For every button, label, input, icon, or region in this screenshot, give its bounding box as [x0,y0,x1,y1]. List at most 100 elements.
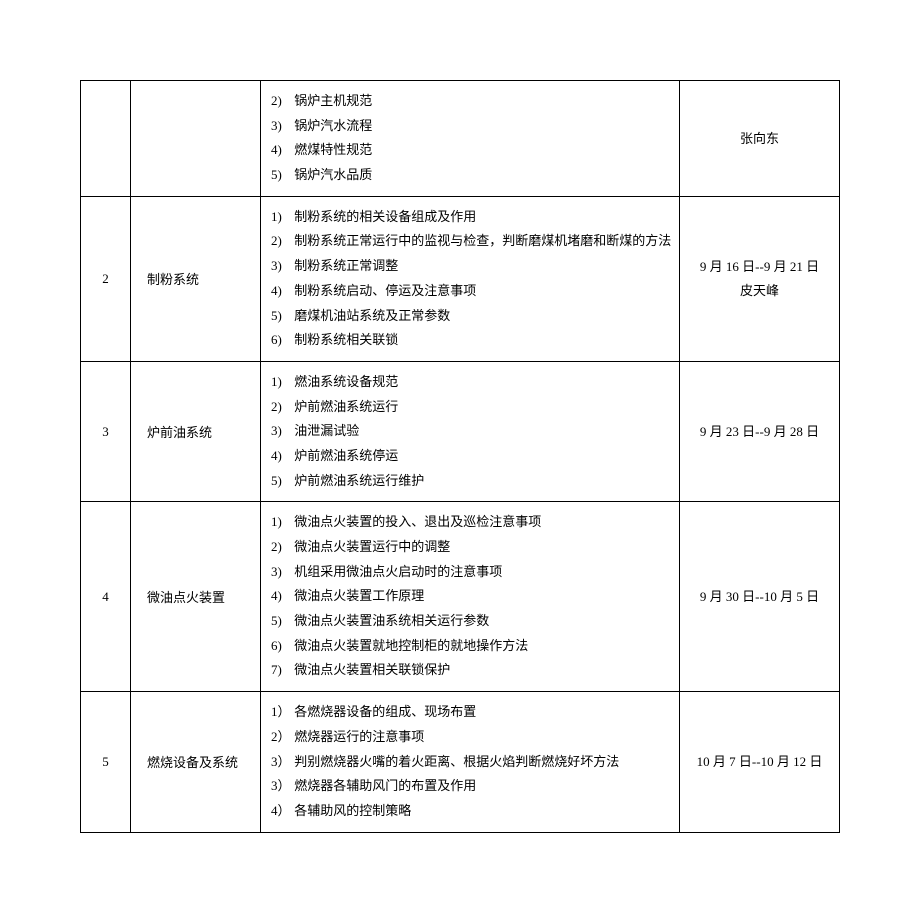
content-item: 3) 锅炉汽水流程 [271,114,671,139]
date-column: 9 月 30 日--10 月 5 日 [680,502,840,692]
content-list: 1) 制粉系统的相关设备组成及作用2) 制粉系统正常运行中的监视与检查，判断磨煤… [261,196,680,361]
item-number: 4) [271,279,291,304]
item-text: 微油点火装置运行中的调整 [291,539,450,554]
date-line: 张向东 [688,127,831,150]
content-item: 6) 制粉系统相关联锁 [271,328,671,353]
item-number: 3） [271,750,291,775]
item-text: 微油点火装置油系统相关运行参数 [291,613,489,628]
date-line: 皮天峰 [688,279,831,302]
content-item: 4) 制粉系统启动、停运及注意事项 [271,279,671,304]
item-number: 4） [271,799,291,824]
item-number: 1) [271,205,291,230]
item-text: 炉前燃油系统停运 [291,448,398,463]
table-row: 2) 锅炉主机规范3) 锅炉汽水流程4) 燃煤特性规范5) 锅炉汽水品质张向东 [81,81,840,197]
date-column: 10 月 7 日--10 月 12 日 [680,692,840,832]
item-number: 6) [271,328,291,353]
content-item: 6) 微油点火装置就地控制柜的就地操作方法 [271,634,671,659]
item-text: 各燃烧器设备的组成、现场布置 [291,704,476,719]
item-number: 2) [271,395,291,420]
item-number: 3） [271,774,291,799]
row-number [81,81,131,197]
item-text: 机组采用微油点火启动时的注意事项 [291,564,502,579]
content-list: 1） 各燃烧器设备的组成、现场布置2） 燃烧器运行的注意事项3） 判别燃烧器火嘴… [261,692,680,832]
table-row: 3炉前油系统1) 燃油系统设备规范2) 炉前燃油系统运行3) 油泄漏试验4) 炉… [81,361,840,501]
row-number: 4 [81,502,131,692]
item-number: 1） [271,700,291,725]
row-number: 3 [81,361,131,501]
table-row: 5燃烧设备及系统1） 各燃烧器设备的组成、现场布置2） 燃烧器运行的注意事项3）… [81,692,840,832]
item-number: 4) [271,444,291,469]
item-text: 制粉系统的相关设备组成及作用 [291,209,476,224]
item-number: 5) [271,304,291,329]
content-item: 5) 磨煤机油站系统及正常参数 [271,304,671,329]
content-item: 1） 各燃烧器设备的组成、现场布置 [271,700,671,725]
item-number: 5) [271,609,291,634]
module-name: 微油点火装置 [131,502,261,692]
item-text: 微油点火装置相关联锁保护 [291,662,450,677]
item-number: 5) [271,469,291,494]
content-item: 2) 炉前燃油系统运行 [271,395,671,420]
content-item: 1) 燃油系统设备规范 [271,370,671,395]
item-number: 2) [271,89,291,114]
item-number: 2） [271,725,291,750]
row-number: 2 [81,196,131,361]
date-line: 10 月 7 日--10 月 12 日 [688,750,831,773]
content-item: 3) 油泄漏试验 [271,419,671,444]
item-number: 5) [271,163,291,188]
content-item: 1) 制粉系统的相关设备组成及作用 [271,205,671,230]
row-number: 5 [81,692,131,832]
content-item: 2) 锅炉主机规范 [271,89,671,114]
item-text: 油泄漏试验 [291,423,359,438]
date-column: 张向东 [680,81,840,197]
item-number: 1) [271,370,291,395]
content-item: 5) 炉前燃油系统运行维护 [271,469,671,494]
module-name [131,81,261,197]
item-text: 燃油系统设备规范 [291,374,398,389]
content-item: 4) 燃煤特性规范 [271,138,671,163]
item-text: 锅炉汽水流程 [291,118,372,133]
item-text: 磨煤机油站系统及正常参数 [291,308,450,323]
content-item: 4) 炉前燃油系统停运 [271,444,671,469]
date-column: 9 月 16 日--9 月 21 日皮天峰 [680,196,840,361]
item-number: 1) [271,510,291,535]
item-number: 2) [271,535,291,560]
date-column: 9 月 23 日--9 月 28 日 [680,361,840,501]
date-line: 9 月 23 日--9 月 28 日 [688,420,831,443]
item-number: 3) [271,114,291,139]
module-name: 燃烧设备及系统 [131,692,261,832]
content-item: 5) 微油点火装置油系统相关运行参数 [271,609,671,634]
item-text: 制粉系统启动、停运及注意事项 [291,283,476,298]
item-text: 燃煤特性规范 [291,142,372,157]
content-item: 2） 燃烧器运行的注意事项 [271,725,671,750]
content-item: 5) 锅炉汽水品质 [271,163,671,188]
item-text: 燃烧器各辅助风门的布置及作用 [291,778,476,793]
content-item: 2) 制粉系统正常运行中的监视与检查，判断磨煤机堵磨和断煤的方法 [271,229,671,254]
content-item: 4） 各辅助风的控制策略 [271,799,671,824]
item-number: 2) [271,229,291,254]
item-number: 3) [271,560,291,585]
content-item: 1) 微油点火装置的投入、退出及巡检注意事项 [271,510,671,535]
module-name: 炉前油系统 [131,361,261,501]
training-plan-table: 2) 锅炉主机规范3) 锅炉汽水流程4) 燃煤特性规范5) 锅炉汽水品质张向东2… [80,80,840,833]
content-item: 3） 燃烧器各辅助风门的布置及作用 [271,774,671,799]
table-row: 2制粉系统1) 制粉系统的相关设备组成及作用2) 制粉系统正常运行中的监视与检查… [81,196,840,361]
item-number: 3) [271,254,291,279]
date-line: 9 月 30 日--10 月 5 日 [688,585,831,608]
item-text: 炉前燃油系统运行 [291,399,398,414]
item-text: 微油点火装置的投入、退出及巡检注意事项 [291,514,541,529]
item-text: 制粉系统相关联锁 [291,332,398,347]
item-text: 燃烧器运行的注意事项 [291,729,424,744]
content-item: 3） 判别燃烧器火嘴的着火距离、根据火焰判断燃烧好坏方法 [271,750,671,775]
item-text: 制粉系统正常运行中的监视与检查，判断磨煤机堵磨和断煤的方法 [291,233,671,248]
item-text: 制粉系统正常调整 [291,258,398,273]
item-number: 4) [271,584,291,609]
content-item: 2) 微油点火装置运行中的调整 [271,535,671,560]
content-list: 2) 锅炉主机规范3) 锅炉汽水流程4) 燃煤特性规范5) 锅炉汽水品质 [261,81,680,197]
item-text: 炉前燃油系统运行维护 [291,473,424,488]
content-item: 3) 机组采用微油点火启动时的注意事项 [271,560,671,585]
item-text: 锅炉汽水品质 [291,167,372,182]
item-number: 7) [271,658,291,683]
item-number: 4) [271,138,291,163]
module-name: 制粉系统 [131,196,261,361]
date-line: 9 月 16 日--9 月 21 日 [688,255,831,278]
